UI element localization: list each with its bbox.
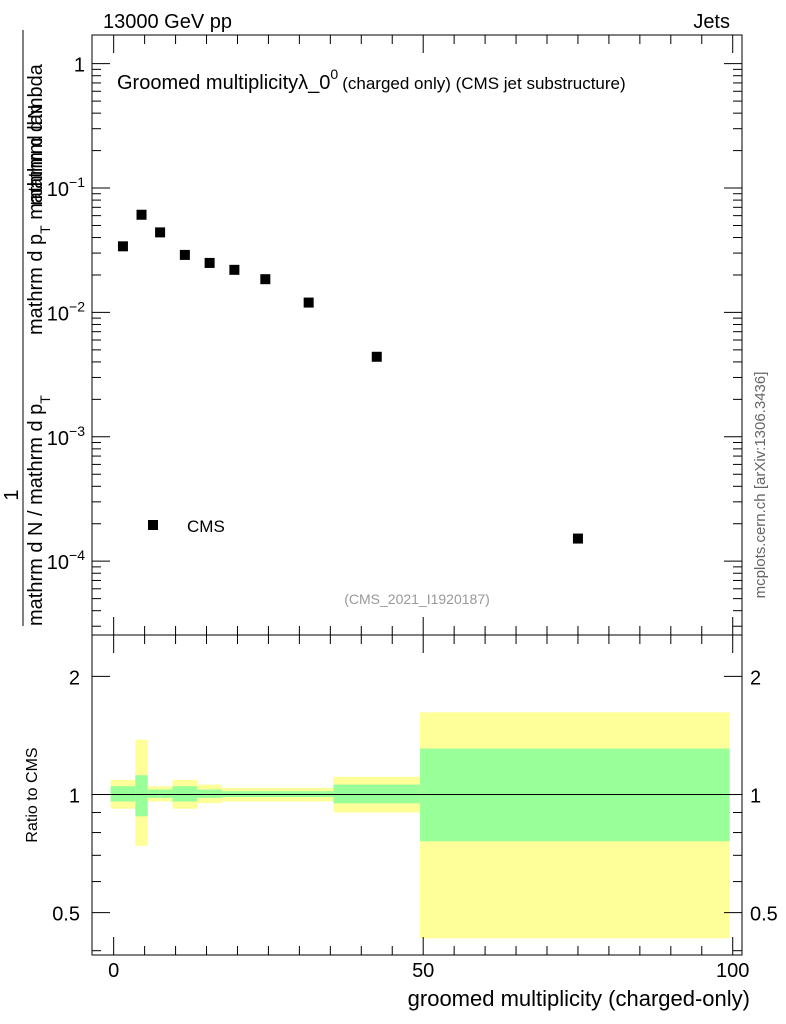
x-axis-label: groomed multiplicity (charged-only)	[408, 986, 750, 1011]
data-point	[303, 297, 314, 308]
plot-title: Groomed multiplicityλ_00 (charged only) (…	[117, 66, 626, 94]
ylabel-numerator: mathrm dN	[25, 105, 47, 206]
ylabel-denominator-2: mathrm d pT mathrm d lambda	[25, 63, 53, 335]
data-point	[260, 274, 271, 285]
data-points	[117, 209, 583, 544]
ratio-y-tick-label-left: 1	[69, 786, 80, 808]
main-y-tick-label: 10−3	[47, 423, 85, 450]
main-y-tick-labels: 1 10−1 10−2 10−3 10−4	[47, 55, 85, 575]
ratio-band-green	[333, 784, 421, 804]
analysis-id: (CMS_2021_I1920187)	[344, 591, 490, 607]
main-axis-ticks	[92, 35, 742, 635]
x-tick-label: 0	[108, 960, 119, 982]
legend-label-cms: CMS	[187, 517, 225, 536]
ratio-band-green	[147, 789, 173, 798]
x-tick-label: 50	[412, 960, 434, 982]
ylabel-denominator-1: mathrm d N / mathrm d pT	[25, 395, 53, 626]
ratio-y-axis-label: Ratio to CMS	[24, 747, 41, 842]
side-credit: mcplots.cern.ch [arXiv:1306.3436]	[752, 372, 769, 599]
ratio-y-tick-label-left: 2	[69, 667, 80, 689]
x-tick-label: 100	[716, 960, 749, 982]
plot-title-sub: (charged only) (CMS jet substructure)	[342, 74, 625, 93]
plot-title-main: Groomed multiplicityλ_0	[117, 72, 330, 94]
data-point	[117, 241, 128, 252]
ratio-y-tick-label-left: 0.5	[52, 904, 80, 926]
data-point	[204, 257, 215, 268]
x-tick-labels: 0 50 100	[108, 960, 749, 982]
data-point	[136, 209, 147, 220]
main-y-tick-label: 10−2	[47, 298, 85, 325]
ratio-axis-ticks	[92, 635, 742, 955]
main-panel: 1 10−1 10−2 10−3 10−4 Groomed multiplicityλ_…	[47, 34, 743, 636]
main-frame	[91, 34, 743, 636]
ratio-panel: 0.5 0.5 1 1 2 2 0 50 100 Ratio to CMS groomed m…	[24, 634, 778, 1011]
legend-marker-cms	[148, 520, 158, 530]
main-y-tick-label: 1	[74, 55, 85, 77]
ratio-band-green	[135, 775, 148, 817]
ratio-band-green	[172, 786, 198, 802]
plot-title-sup: 0	[330, 66, 338, 82]
ratio-y-tick-labels: 0.5 0.5 1 1 2 2	[52, 667, 778, 925]
data-point	[572, 533, 583, 544]
ratio-y-tick-label-right: 1	[750, 786, 761, 808]
ratio-y-tick-label-right: 0.5	[750, 904, 778, 926]
data-point	[155, 227, 166, 238]
data-point	[179, 249, 190, 260]
main-y-tick-label: 10−4	[47, 547, 85, 574]
main-y-axis-label: 1 mathrm dN mathrm d N / mathrm d pT mat…	[1, 30, 53, 626]
ylabel-one: 1	[1, 489, 23, 500]
ratio-y-tick-label-right: 2	[750, 667, 761, 689]
data-point	[371, 351, 382, 362]
ratio-band-green	[110, 786, 136, 802]
header-left: 13000 GeV pp	[103, 11, 232, 33]
header-right: Jets	[693, 11, 730, 33]
ratio-band-green	[197, 789, 222, 798]
data-point	[229, 264, 240, 275]
main-y-tick-label: 10−1	[47, 174, 85, 201]
ratio-bands	[110, 712, 730, 939]
